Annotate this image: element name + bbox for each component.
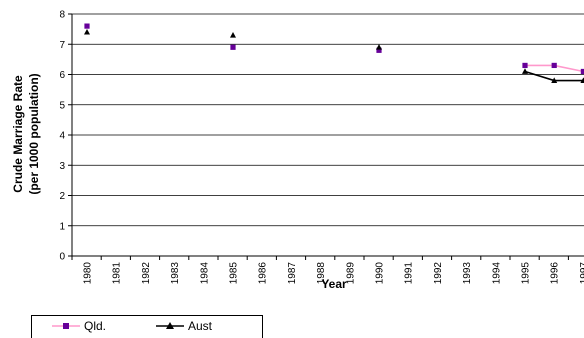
x-tick-label-1984: 1984	[199, 262, 210, 285]
y-axis-label-line-2: (per 1000 population)	[27, 73, 41, 194]
x-tick-label-1981: 1981	[112, 262, 123, 285]
point-aust-1995	[522, 68, 528, 74]
x-tick-label-1991: 1991	[404, 262, 415, 285]
x-tick-label-1988: 1988	[316, 262, 327, 285]
point-qld-1990	[376, 47, 382, 53]
y-tick-label-2: 2	[59, 191, 65, 202]
y-axis-ticks: 0 1 2 3 4 5 6 7 8	[59, 10, 72, 263]
x-tick-label-1987: 1987	[287, 262, 298, 285]
gridlines	[72, 13, 584, 227]
y-tick-label-3: 3	[59, 161, 65, 172]
point-qld-1996	[551, 62, 557, 69]
point-aust-1980	[84, 28, 90, 35]
y-tick-label-4: 4	[59, 131, 65, 142]
legend-label-aust: Aust	[188, 319, 213, 333]
x-tick-label-1996: 1996	[550, 262, 561, 285]
x-axis-label: Year	[321, 277, 347, 291]
legend-item-aust: Aust	[156, 319, 212, 333]
x-axis-ticks: 1980 1981 1982 1983 1984 1985 1986 1987 1988 1989…	[71, 256, 584, 285]
point-aust-1985	[230, 31, 236, 38]
series-qld	[84, 23, 584, 75]
point-qld-1985	[230, 44, 236, 50]
point-qld-1995	[522, 62, 528, 69]
y-axis-label-line-1: Crude Marriage Rate	[11, 75, 25, 193]
legend-swatch-aust	[156, 322, 184, 329]
y-axis-label: Crude Marriage Rate (per 1000 population…	[11, 73, 41, 194]
series-aust	[84, 28, 584, 83]
x-tick-label-1986: 1986	[258, 262, 269, 285]
series-line-aust	[524, 70, 584, 82]
legend-swatch-qld	[52, 323, 80, 329]
x-tick-label-1983: 1983	[170, 262, 181, 285]
point-aust-1990	[376, 44, 382, 50]
series-line-qld	[525, 64, 584, 73]
point-aust-1996	[551, 77, 558, 83]
y-tick-label-8: 8	[59, 10, 65, 21]
point-qld-1980	[84, 23, 90, 29]
y-tick-label-5: 5	[59, 100, 65, 111]
legend-label-qld: Qld.	[84, 319, 107, 333]
point-aust-1997	[580, 77, 584, 83]
x-tick-label-1985: 1985	[229, 262, 240, 285]
x-tick-label-1989: 1989	[345, 262, 356, 285]
x-tick-label-1980: 1980	[83, 262, 94, 285]
y-tick-label-1: 1	[59, 221, 65, 232]
x-tick-label-1994: 1994	[491, 262, 502, 285]
legend-item-qld: Qld.	[52, 319, 106, 333]
y-tick-label-7: 7	[59, 40, 65, 51]
x-tick-label-1995: 1995	[521, 262, 532, 285]
x-tick-label-1997: 1997	[579, 262, 584, 285]
point-qld-1997	[580, 68, 584, 75]
series-layer	[84, 23, 584, 83]
x-tick-label-1990: 1990	[375, 262, 386, 285]
y-tick-label-6: 6	[59, 70, 65, 81]
y-tick-label-0: 0	[59, 252, 65, 263]
x-tick-label-1992: 1992	[433, 262, 444, 285]
axes	[71, 14, 584, 257]
x-tick-label-1993: 1993	[462, 262, 473, 285]
x-tick-label-1982: 1982	[141, 262, 152, 285]
legend: Qld. Aust	[31, 315, 263, 338]
